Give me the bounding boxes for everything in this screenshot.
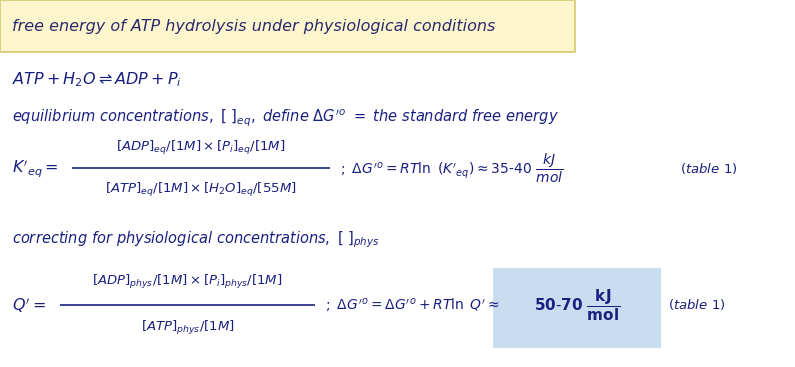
Text: $Q'=$: $Q'=$ xyxy=(12,295,46,315)
Text: $[ATP]_{phys}/[1M]$: $[ATP]_{phys}/[1M]$ xyxy=(141,319,235,337)
Text: $K'_{eq}=$: $K'_{eq}=$ xyxy=(12,157,59,179)
Bar xyxy=(493,268,661,348)
Text: $\it{equilibrium\ concentrations,\ [\ ]_{eq},\ define\ \Delta G'^{o}\ =\ the\ st: $\it{equilibrium\ concentrations,\ [\ ]_… xyxy=(12,108,559,128)
Text: free energy of ATP hydrolysis under physiological conditions: free energy of ATP hydrolysis under phys… xyxy=(12,19,495,34)
Text: $[ADP]_{eq}/[1M] \times [P_i]_{eq}/[1M]$: $[ADP]_{eq}/[1M] \times [P_i]_{eq}/[1M]$ xyxy=(116,139,285,157)
Text: $[ATP]_{eq}/[1M] \times [H_2O]_{eq}/[55M]$: $[ATP]_{eq}/[1M] \times [H_2O]_{eq}/[55M… xyxy=(105,181,297,199)
Text: $ATP + H_2O \rightleftharpoons ADP + P_i$: $ATP + H_2O \rightleftharpoons ADP + P_i… xyxy=(12,71,182,89)
Text: $(table\ 1)$: $(table\ 1)$ xyxy=(680,160,738,175)
Text: $;\  \Delta G'^{o} = RT\ln\ (K'_{eq}) \approx 35\text{-}40\ \dfrac{kJ}{mol}$: $;\ \Delta G'^{o} = RT\ln\ (K'_{eq}) \ap… xyxy=(340,151,564,185)
Text: $[ADP]_{phys}/[1M] \times [P_i]_{phys}/[1M]$: $[ADP]_{phys}/[1M] \times [P_i]_{phys}/[… xyxy=(92,273,283,291)
Text: $\it{correcting\ for\ physiological\ concentrations,\ [\ ]_{phys}}$: $\it{correcting\ for\ physiological\ con… xyxy=(12,230,380,250)
Bar xyxy=(0,0,575,52)
Text: $(table\ 1)$: $(table\ 1)$ xyxy=(668,298,726,312)
Text: $;\ \Delta G'^{o} = \Delta G'^{o} + RT\ln\ Q' \approx$: $;\ \Delta G'^{o} = \Delta G'^{o} + RT\l… xyxy=(325,296,500,314)
Text: $\mathbf{50\text{-}70}\ \dfrac{\mathbf{kJ}}{\mathbf{mol}}$: $\mathbf{50\text{-}70}\ \dfrac{\mathbf{k… xyxy=(533,287,620,323)
